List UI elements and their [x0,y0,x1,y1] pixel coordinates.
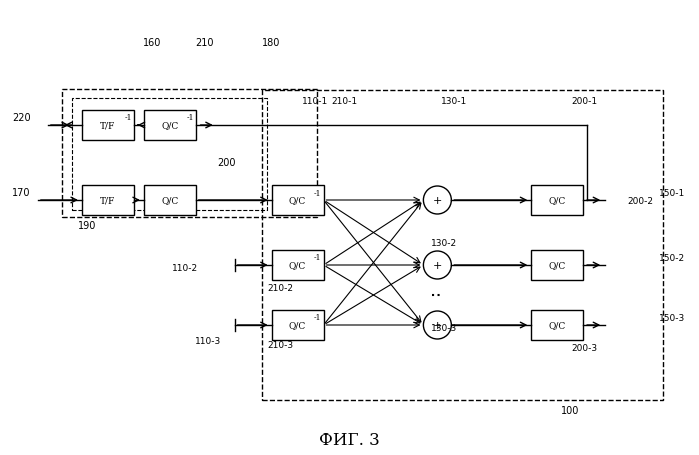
Text: ФИГ. 3: ФИГ. 3 [319,431,380,449]
Text: Q/C: Q/C [289,321,306,330]
Text: 210-2: 210-2 [268,283,294,293]
Text: 180: 180 [262,38,281,48]
Text: +: + [433,260,442,270]
Text: 150-3: 150-3 [659,313,685,322]
Text: 210-1: 210-1 [331,97,358,106]
Text: Q/C: Q/C [289,261,306,270]
Text: +: + [433,196,442,206]
FancyBboxPatch shape [272,186,324,216]
Text: 200-1: 200-1 [571,97,598,106]
Text: 200-2: 200-2 [627,197,653,206]
Text: 210: 210 [196,38,214,48]
Text: T/F: T/F [100,196,115,205]
Text: -1: -1 [314,189,322,197]
FancyBboxPatch shape [144,111,196,141]
FancyBboxPatch shape [82,186,134,216]
Text: 130-3: 130-3 [431,324,458,332]
Text: Q/C: Q/C [549,321,565,330]
FancyBboxPatch shape [272,250,324,280]
Text: 130-2: 130-2 [431,238,458,248]
Text: -1: -1 [124,114,132,122]
Text: -1: -1 [314,254,322,262]
FancyBboxPatch shape [144,186,196,216]
Text: 110-2: 110-2 [172,263,198,273]
Text: Q/C: Q/C [549,261,565,270]
FancyBboxPatch shape [531,250,583,280]
Text: Q/C: Q/C [549,196,565,205]
FancyBboxPatch shape [82,111,134,141]
Text: 200-3: 200-3 [571,343,598,352]
Text: 110-3: 110-3 [195,336,221,345]
Text: -1: -1 [314,314,322,322]
Text: 170: 170 [12,187,31,197]
Text: Q/C: Q/C [161,196,178,205]
Text: 160: 160 [143,38,161,48]
Text: -1: -1 [186,114,194,122]
FancyBboxPatch shape [272,310,324,340]
Text: 150-1: 150-1 [659,188,685,197]
Text: 150-2: 150-2 [659,253,685,263]
Text: 130-1: 130-1 [441,97,468,106]
Text: 100: 100 [561,405,579,415]
Text: +: + [433,320,442,330]
FancyBboxPatch shape [531,186,583,216]
Text: Q/C: Q/C [161,121,178,130]
Text: 200: 200 [217,157,236,167]
Text: 190: 190 [78,221,96,231]
Text: Q/C: Q/C [289,196,306,205]
Text: 220: 220 [12,113,31,123]
FancyBboxPatch shape [531,310,583,340]
Text: 210-3: 210-3 [268,340,294,349]
Text: 110-1: 110-1 [301,97,328,106]
Text: T/F: T/F [100,121,115,130]
